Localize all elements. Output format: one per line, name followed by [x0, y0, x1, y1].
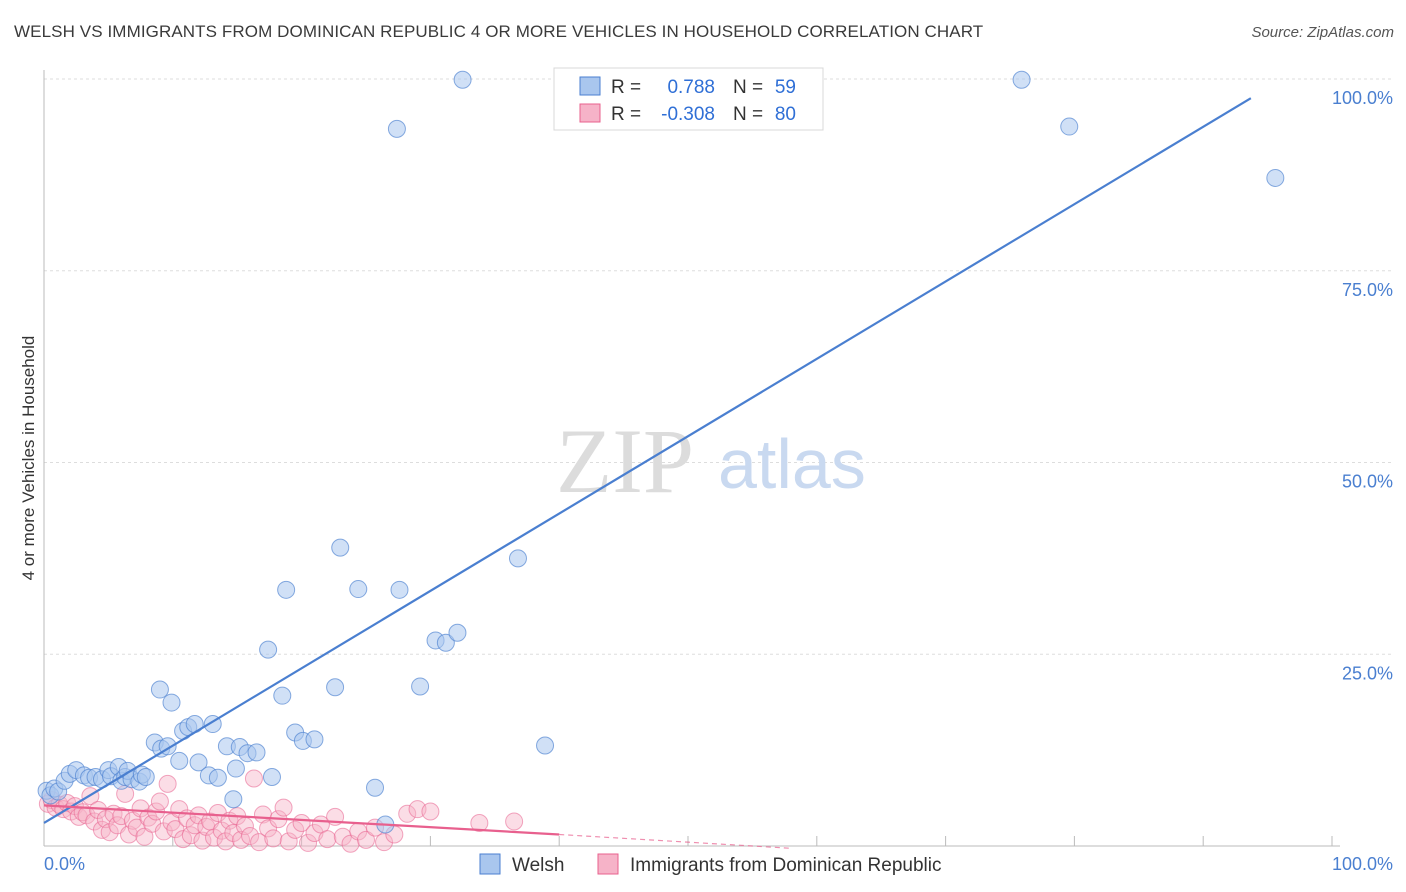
welsh-point — [331, 538, 350, 557]
dominican-point — [185, 816, 204, 835]
legend-r-dominican: -0.308 — [661, 104, 715, 125]
source-label: Source: ZipAtlas.com — [1251, 24, 1394, 41]
y-tick-label: 50.0% — [1342, 472, 1393, 492]
dominican-point — [259, 819, 278, 838]
bottom-legend: Welsh Immigrants from Dominican Republic — [479, 853, 942, 876]
dominican-point — [112, 807, 131, 826]
legend-n-label-dominican: N = — [733, 104, 763, 125]
dominican-point — [375, 833, 394, 852]
dominican-point — [250, 833, 269, 852]
dominican-point — [193, 831, 212, 850]
dominican-point — [181, 826, 200, 845]
welsh-point — [208, 768, 227, 787]
dominican-point — [357, 830, 375, 849]
x-tick-label-min: 0.0% — [44, 854, 85, 874]
dominican-point — [166, 820, 185, 839]
bottom-legend-welsh: Welsh — [512, 855, 564, 876]
legend-r-welsh: 0.788 — [667, 77, 715, 98]
y-tick-label: 100.0% — [1332, 88, 1393, 108]
bottom-legend-swatch-welsh — [479, 853, 501, 875]
welsh-point — [366, 778, 385, 797]
welsh-point — [224, 790, 243, 809]
dominican-point — [241, 827, 260, 846]
welsh-point — [189, 753, 208, 772]
welsh-point — [247, 743, 266, 762]
welsh-point — [273, 686, 292, 705]
welsh-point — [226, 759, 245, 778]
legend-n-welsh: 59 — [775, 77, 796, 98]
legend: R = 0.788 N = 59 R = -0.308 N = 80 — [553, 67, 824, 131]
welsh-point — [262, 767, 281, 786]
dominican-point — [154, 822, 173, 841]
dominican-point — [120, 825, 139, 844]
watermark-atlas: atlas — [718, 425, 866, 503]
watermark-zip: ZIP — [556, 410, 694, 512]
legend-swatch-dominican — [579, 103, 601, 123]
y-tick-label: 25.0% — [1342, 663, 1393, 683]
welsh-point — [436, 633, 455, 652]
welsh-point — [259, 640, 278, 659]
dominican-point — [205, 828, 224, 847]
welsh-point — [390, 580, 409, 599]
dominican-point — [100, 823, 119, 842]
welsh-point — [170, 751, 189, 770]
welsh-trend-line — [43, 97, 1252, 824]
welsh-point — [326, 678, 345, 697]
dominican-point — [131, 799, 150, 818]
welsh-point — [1012, 70, 1031, 89]
welsh-point — [536, 736, 555, 755]
grid — [44, 78, 1393, 655]
welsh-point — [1060, 117, 1079, 136]
welsh-point — [411, 677, 430, 696]
dominican-point — [150, 792, 169, 811]
welsh-point — [453, 70, 472, 89]
y-tick-label: 75.0% — [1342, 280, 1393, 300]
y-tick-labels: 25.0% 50.0% 75.0% 100.0% — [1332, 88, 1393, 683]
dominican-point — [421, 802, 440, 821]
dominican-point — [212, 821, 231, 840]
legend-r-label-welsh: R = — [611, 77, 641, 98]
x-ticks — [43, 836, 1333, 846]
x-tick-label-max: 100.0% — [1332, 854, 1393, 874]
welsh-point — [136, 767, 155, 786]
dominican-point — [286, 820, 305, 839]
welsh-points — [37, 70, 1285, 834]
welsh-point — [508, 549, 527, 568]
dominican-point — [158, 774, 177, 793]
legend-r-label-dominican: R = — [611, 104, 641, 125]
welsh-point — [277, 580, 296, 599]
chart-title: WELSH VS IMMIGRANTS FROM DOMINICAN REPUB… — [14, 22, 984, 41]
dominican-point — [398, 804, 417, 823]
welsh-point — [349, 580, 368, 599]
dominican-point — [299, 833, 318, 852]
dominican-point — [232, 830, 251, 849]
welsh-point — [305, 730, 324, 749]
bottom-legend-swatch-dominican — [597, 853, 619, 875]
dominican-point — [264, 829, 283, 848]
legend-n-dominican: 80 — [775, 104, 796, 125]
dominican-points — [38, 769, 524, 853]
welsh-point — [448, 623, 467, 642]
dominican-point — [505, 812, 524, 831]
dominican-point — [274, 798, 293, 817]
dominican-point — [127, 818, 146, 837]
dominican-trend-extension — [559, 833, 792, 849]
dominican-trend-line — [43, 804, 560, 836]
welsh-point — [387, 119, 406, 138]
dominican-point — [279, 832, 298, 851]
dominican-point — [244, 769, 263, 788]
welsh-point — [162, 693, 181, 712]
legend-swatch-welsh — [579, 76, 601, 96]
welsh-point — [150, 680, 169, 699]
dominican-point — [470, 813, 489, 832]
y-axis-label: 4 or more Vehicles in Household — [19, 336, 38, 581]
legend-n-label-welsh: N = — [733, 77, 763, 98]
bottom-legend-dominican: Immigrants from Dominican Republic — [630, 855, 942, 876]
trend-lines — [43, 97, 1252, 849]
dominican-point — [318, 830, 337, 849]
welsh-point — [1266, 168, 1285, 187]
